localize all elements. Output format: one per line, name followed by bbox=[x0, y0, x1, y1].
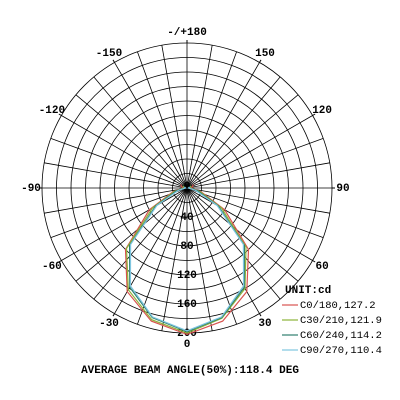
spoke bbox=[186, 76, 281, 189]
angle-tick bbox=[259, 313, 262, 317]
spoke bbox=[161, 45, 188, 189]
angle-tick-label: 150 bbox=[255, 48, 275, 60]
spoke bbox=[114, 62, 188, 189]
spoke bbox=[186, 187, 330, 214]
r-tick-label: 120 bbox=[177, 270, 197, 282]
legend-label: C0/180,127.2 bbox=[300, 300, 376, 312]
angle-tick bbox=[112, 313, 115, 317]
spoke bbox=[93, 187, 188, 300]
angle-tick bbox=[312, 260, 316, 263]
angle-tick bbox=[58, 113, 62, 116]
spoke bbox=[186, 138, 324, 189]
ring bbox=[128, 129, 246, 247]
angle-tick-label: -30 bbox=[99, 318, 119, 330]
legend-title: UNIT:cd bbox=[285, 285, 331, 297]
angle-tick-label: -60 bbox=[42, 261, 62, 273]
spoke bbox=[186, 115, 313, 189]
angle-tick-label: 60 bbox=[315, 261, 328, 273]
spoke bbox=[75, 187, 188, 282]
ring bbox=[99, 100, 275, 276]
spoke bbox=[186, 187, 213, 331]
angle-tick-label: 90 bbox=[336, 183, 349, 195]
angle-tick-label: -120 bbox=[39, 105, 65, 117]
legend-label: C60/240,114.2 bbox=[300, 330, 382, 342]
angle-tick-label: 120 bbox=[312, 105, 332, 117]
spoke bbox=[161, 187, 188, 331]
angle-tick-label: -/+180 bbox=[167, 27, 207, 39]
angle-tick bbox=[312, 113, 316, 116]
spoke bbox=[186, 45, 213, 189]
angle-tick-label: -90 bbox=[21, 183, 41, 195]
r-tick-label: 40 bbox=[180, 212, 193, 224]
spoke bbox=[186, 187, 237, 325]
spoke bbox=[186, 187, 313, 261]
legend-label: C90/270,110.4 bbox=[300, 345, 382, 357]
r-tick-label: 0 bbox=[184, 181, 191, 193]
spoke bbox=[50, 138, 188, 189]
spoke bbox=[186, 187, 299, 282]
spoke bbox=[93, 76, 188, 189]
footnote: AVERAGE BEAM ANGLE(50%):118.4 DEG bbox=[81, 365, 299, 377]
spoke bbox=[186, 94, 299, 189]
angle-tick bbox=[259, 59, 262, 63]
angle-tick-label: 30 bbox=[258, 318, 271, 330]
spoke bbox=[186, 187, 260, 314]
angle-tick-label: 0 bbox=[184, 339, 191, 351]
spoke bbox=[137, 187, 188, 325]
spoke bbox=[75, 94, 188, 189]
angle-tick bbox=[112, 59, 115, 63]
spoke bbox=[137, 51, 188, 189]
angle-tick-label: -150 bbox=[96, 48, 122, 60]
spoke bbox=[186, 187, 324, 238]
spoke bbox=[186, 62, 260, 189]
spoke bbox=[61, 187, 188, 261]
spoke bbox=[50, 187, 188, 238]
legend-label: C30/210,121.9 bbox=[300, 315, 382, 327]
r-tick-label: 80 bbox=[180, 241, 193, 253]
spoke bbox=[186, 162, 330, 189]
ring bbox=[70, 71, 304, 305]
series-line bbox=[129, 186, 245, 332]
spoke bbox=[186, 187, 281, 300]
spoke bbox=[186, 51, 237, 189]
spoke bbox=[44, 187, 188, 214]
spoke bbox=[114, 187, 188, 314]
ring bbox=[157, 158, 217, 218]
r-tick-label: 160 bbox=[177, 299, 197, 311]
angle-tick bbox=[58, 260, 62, 263]
spoke bbox=[61, 115, 188, 189]
spoke bbox=[44, 162, 188, 189]
